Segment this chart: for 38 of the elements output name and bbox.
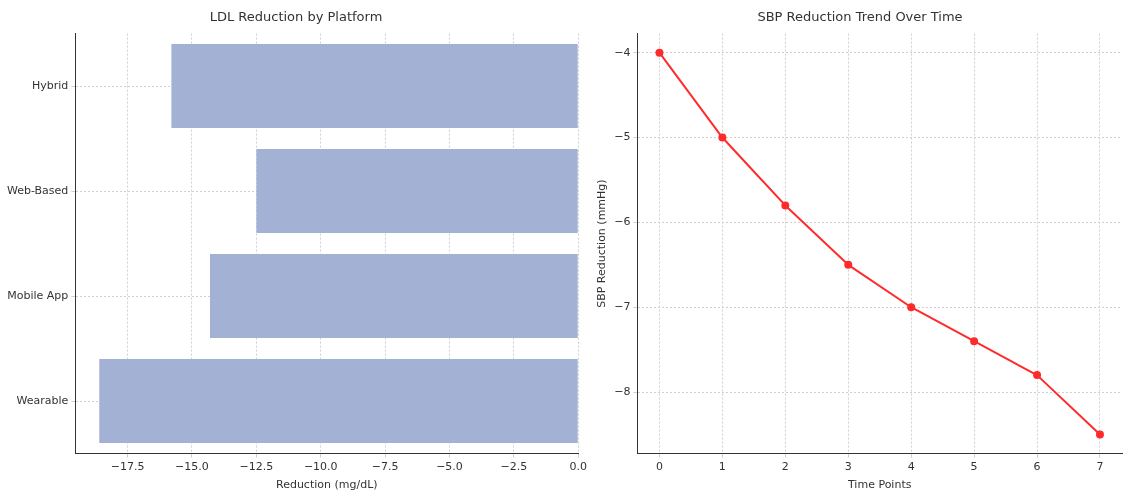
x-tick-label: −7.5 bbox=[371, 460, 399, 474]
y-tick-label: −8 bbox=[614, 384, 631, 398]
x-tick-label: 0 bbox=[655, 460, 663, 474]
x-axis-title: Time Points bbox=[846, 478, 912, 492]
x-tick-label: 0.0 bbox=[569, 460, 587, 474]
x-tick-label: 3 bbox=[844, 460, 852, 474]
x-axis-title: Reduction (mg/dL) bbox=[275, 478, 378, 492]
x-tick-label: 6 bbox=[1033, 460, 1041, 474]
x-tick-label: 2 bbox=[781, 460, 789, 474]
point bbox=[655, 48, 664, 57]
point bbox=[844, 260, 853, 269]
x-tick-label: −2.5 bbox=[500, 460, 528, 474]
y-tick-label: Wearable bbox=[16, 393, 69, 407]
x-tick-label: −10.0 bbox=[303, 460, 338, 474]
point bbox=[781, 201, 790, 210]
point bbox=[970, 337, 979, 346]
y-tick-label: −4 bbox=[614, 45, 631, 59]
x-tick-label: 1 bbox=[718, 460, 726, 474]
x-tick-label: 4 bbox=[907, 460, 915, 474]
y-axis-title: SBP Reduction (mmHg) bbox=[595, 179, 609, 308]
x-tick-label: 7 bbox=[1096, 460, 1104, 474]
chart-title: SBP Reduction Trend Over Time bbox=[757, 9, 963, 25]
y-tick-label: Web-Based bbox=[7, 183, 69, 197]
point bbox=[1095, 430, 1104, 439]
point bbox=[1033, 371, 1042, 380]
x-tick-label: −12.5 bbox=[239, 460, 274, 474]
x-tick-label: −5.0 bbox=[436, 460, 463, 474]
y-tick-label: Hybrid bbox=[32, 78, 69, 92]
y-tick-label: Mobile App bbox=[7, 288, 69, 302]
y-tick-label: −6 bbox=[614, 215, 631, 229]
point bbox=[907, 303, 916, 312]
chart-title: LDL Reduction by Platform bbox=[209, 9, 383, 25]
y-tick-label: −7 bbox=[614, 300, 631, 314]
x-tick-label: −15.0 bbox=[175, 460, 209, 474]
x-tick-label: −17.5 bbox=[110, 460, 145, 474]
y-tick-label: −5 bbox=[614, 130, 631, 144]
point bbox=[718, 133, 727, 142]
x-tick-label: 5 bbox=[970, 460, 978, 474]
